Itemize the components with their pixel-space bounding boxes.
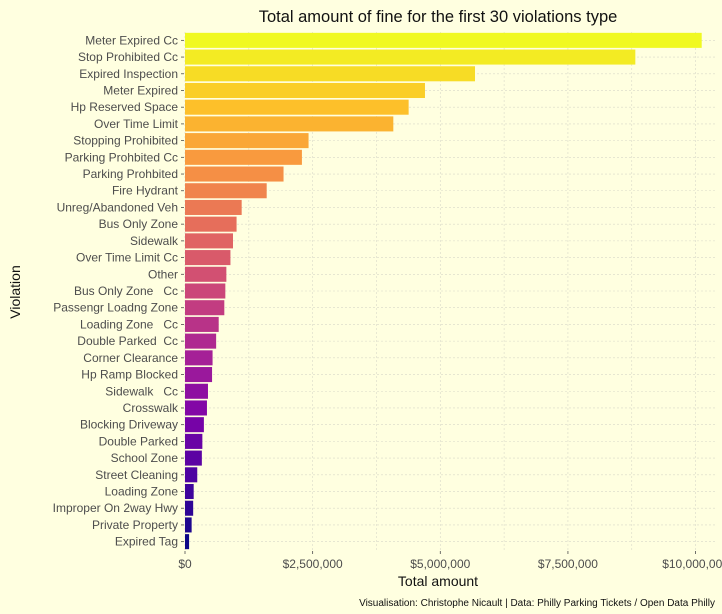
y-axis-ticks: Meter Expired Cc Stop Prohibited Cc Expire… bbox=[53, 33, 184, 549]
bars bbox=[185, 32, 702, 550]
bar bbox=[185, 233, 233, 249]
y-tick-label: Corner Clearance bbox=[83, 351, 178, 365]
y-tick-label: Bus Only Zone Cc bbox=[74, 284, 178, 298]
bar bbox=[185, 199, 242, 215]
gridlines bbox=[184, 32, 716, 550]
y-tick-label: Crosswalk bbox=[123, 401, 179, 415]
y-tick-label: Expired Inspection bbox=[79, 67, 178, 81]
x-tick-label: $7,500,000 bbox=[538, 557, 598, 571]
y-axis-title: Violation bbox=[7, 265, 23, 318]
bar bbox=[185, 400, 207, 416]
y-tick-label: Hp Ramp Blocked bbox=[81, 368, 178, 382]
y-tick-label: Street Cleaning bbox=[95, 468, 178, 482]
bar bbox=[185, 350, 213, 366]
bar bbox=[185, 534, 190, 550]
y-tick-label: Unreg/Abandoned Veh bbox=[57, 200, 178, 214]
y-tick-label: Hp Reserved Space bbox=[71, 100, 179, 114]
bar bbox=[185, 49, 636, 65]
bar bbox=[185, 82, 425, 99]
y-tick-label: Parking Prohbited bbox=[83, 167, 178, 181]
bar bbox=[185, 333, 217, 349]
x-axis-ticks: $0 $2,500,000 $5,000,000 $7,500,000 $10,000,… bbox=[178, 551, 722, 571]
y-tick-label: Improper On 2way Hwy bbox=[53, 501, 178, 515]
bar bbox=[185, 417, 204, 433]
bar bbox=[185, 266, 227, 282]
y-tick-label: Over Time Limit Cc bbox=[76, 251, 178, 265]
bar bbox=[185, 300, 225, 316]
bar bbox=[185, 283, 226, 299]
y-tick-label: Private Property bbox=[92, 518, 178, 532]
y-tick-label: Fire Hydrant bbox=[112, 184, 179, 198]
bar bbox=[185, 32, 702, 48]
y-tick-label: Double Parked Cc bbox=[77, 334, 178, 348]
bar bbox=[185, 116, 394, 132]
x-tick-label: $2,500,000 bbox=[283, 557, 343, 571]
y-tick-label: Stop Prohibited Cc bbox=[78, 50, 178, 64]
y-tick-label: Stopping Prohibited bbox=[73, 134, 178, 148]
bar bbox=[185, 483, 194, 500]
x-axis-title: Total amount bbox=[398, 573, 478, 589]
x-tick-label: $5,000,000 bbox=[410, 557, 470, 571]
chart-caption: Visualisation: Christophe Nicault | Data… bbox=[359, 598, 715, 609]
bar bbox=[185, 450, 202, 466]
bar bbox=[185, 367, 213, 383]
bar bbox=[185, 433, 203, 449]
bar bbox=[185, 183, 267, 199]
bar bbox=[185, 216, 237, 232]
bar bbox=[185, 467, 198, 483]
bar bbox=[185, 133, 309, 149]
bar bbox=[185, 316, 219, 332]
y-tick-label: Bus Only Zone bbox=[99, 217, 179, 231]
y-tick-label: Passengr Loadng Zone bbox=[53, 301, 178, 315]
y-tick-label: Expired Tag bbox=[115, 535, 178, 549]
bar bbox=[185, 99, 409, 115]
y-tick-label: School Zone bbox=[111, 451, 179, 465]
x-tick-label: $0 bbox=[178, 557, 192, 571]
bar bbox=[185, 517, 192, 533]
y-tick-label: Sidewalk bbox=[130, 234, 179, 248]
chart-title: Total amount of fine for the first 30 vi… bbox=[259, 8, 618, 26]
bar bbox=[185, 149, 302, 165]
y-tick-label: Parking Prohbited Cc bbox=[65, 150, 178, 164]
bar bbox=[185, 166, 284, 182]
y-tick-label: Over Time Limit bbox=[94, 117, 179, 131]
y-tick-label: Other bbox=[148, 267, 178, 281]
y-tick-label: Sidewalk Cc bbox=[105, 384, 178, 398]
bar bbox=[185, 66, 476, 82]
bar bbox=[185, 250, 231, 266]
y-tick-label: Blocking Driveway bbox=[80, 418, 178, 432]
y-tick-label: Loading Zone Cc bbox=[80, 317, 178, 331]
x-tick-label: $10,000,000 bbox=[662, 557, 722, 571]
y-tick-label: Double Parked bbox=[99, 434, 178, 448]
y-tick-label: Meter Expired bbox=[103, 83, 178, 97]
bar bbox=[185, 383, 208, 399]
bar bbox=[185, 500, 194, 516]
y-tick-label: Loading Zone bbox=[105, 485, 179, 499]
y-tick-label: Meter Expired Cc bbox=[85, 33, 178, 47]
